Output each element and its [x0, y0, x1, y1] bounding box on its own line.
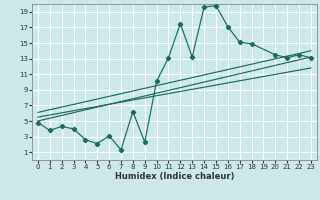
X-axis label: Humidex (Indice chaleur): Humidex (Indice chaleur): [115, 172, 234, 181]
